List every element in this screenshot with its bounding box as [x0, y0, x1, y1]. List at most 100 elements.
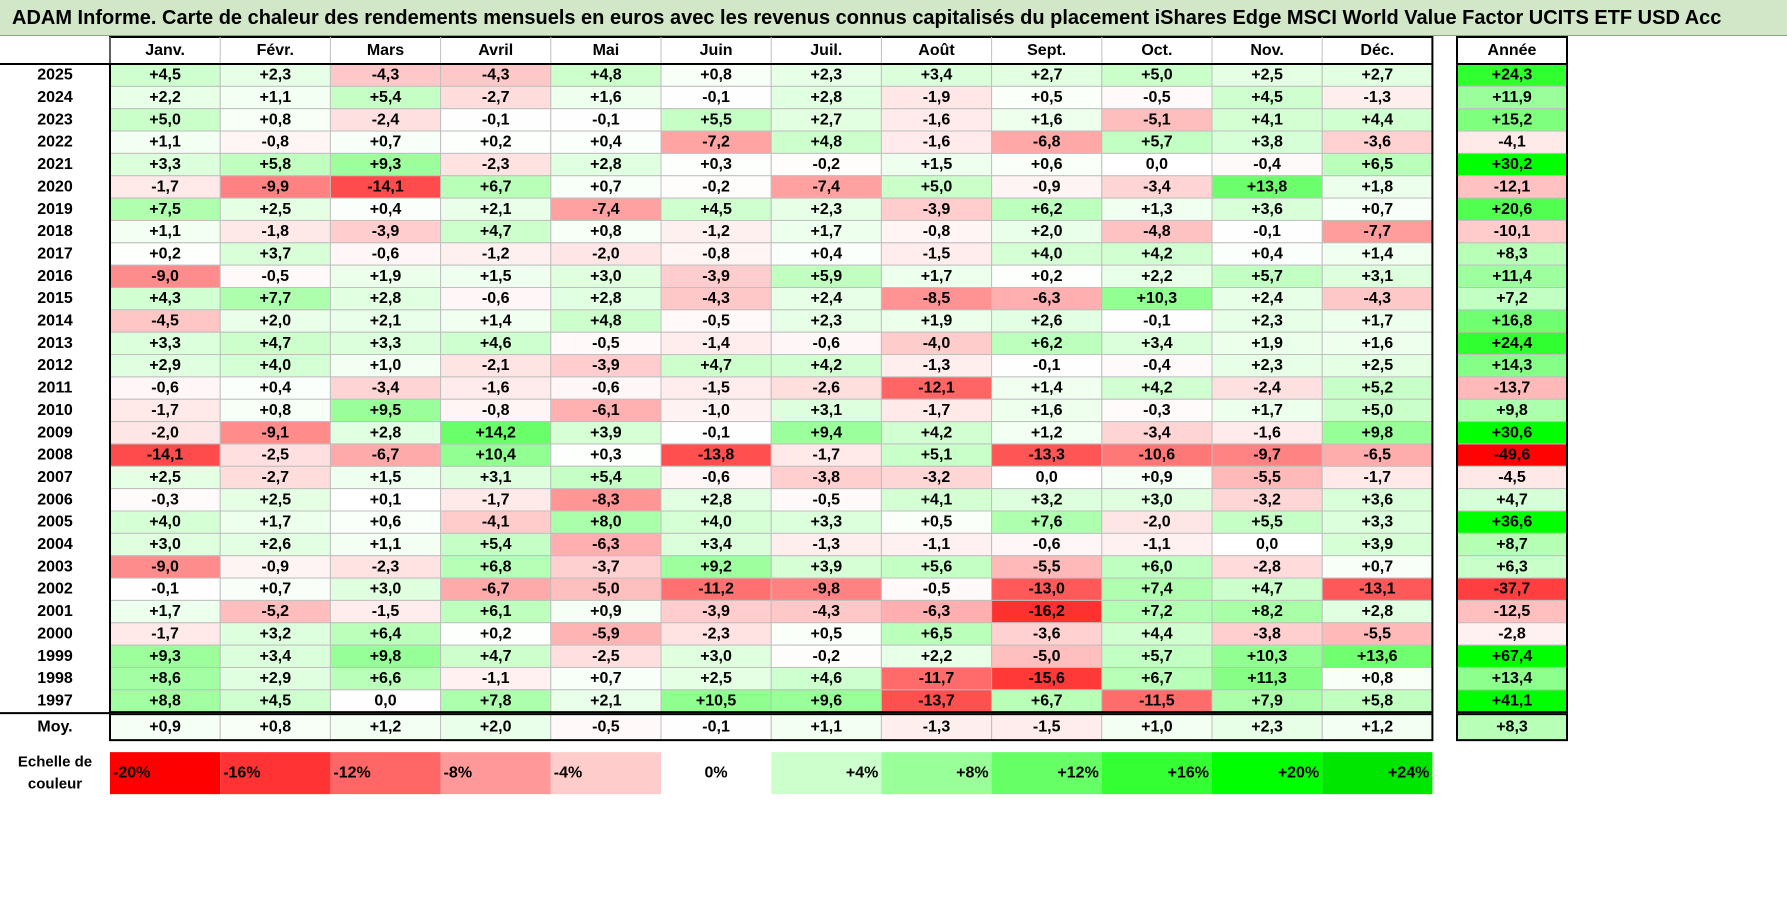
heat-value: +6,7: [1031, 692, 1063, 709]
year-label: 2001: [37, 603, 73, 620]
heat-value: +2,8: [370, 424, 402, 441]
heat-value: -6,3: [1033, 290, 1061, 307]
annual-value: +20,6: [1492, 201, 1533, 218]
heat-value: +2,5: [149, 469, 181, 486]
annual-value: -37,7: [1494, 581, 1531, 598]
scale-tick-label: -20%: [113, 765, 150, 782]
year-label: 1999: [37, 648, 73, 665]
year-label: 2016: [37, 268, 73, 285]
scale-swatch: [220, 752, 331, 795]
heat-value: 0,0: [1146, 156, 1168, 173]
heat-value: +1,7: [921, 268, 953, 285]
average-value: +1,0: [1141, 719, 1173, 736]
heat-value: +6,1: [480, 603, 512, 620]
heat-value: +5,1: [921, 447, 953, 464]
heat-value: -1,3: [923, 357, 951, 374]
heat-value: -0,8: [262, 134, 290, 151]
heat-value: +4,7: [480, 648, 512, 665]
heat-value: +3,3: [370, 335, 402, 352]
year-label: 2009: [37, 424, 73, 441]
heat-value: -4,5: [151, 313, 179, 330]
heat-value: +14,2: [475, 424, 516, 441]
heat-value: +3,3: [149, 335, 181, 352]
heat-value: -5,2: [262, 603, 290, 620]
average-value: +1,1: [811, 719, 843, 736]
heat-value: -14,1: [367, 178, 404, 195]
heat-value: -0,6: [592, 380, 620, 397]
heat-value: +3,7: [260, 245, 292, 262]
heat-value: +5,5: [700, 111, 732, 128]
annual-value: +7,2: [1496, 290, 1528, 307]
heat-value: -0,8: [482, 402, 510, 419]
heat-value: -8,3: [592, 491, 620, 508]
heat-value: +13,8: [1247, 178, 1288, 195]
heat-value: +2,1: [370, 313, 402, 330]
heat-value: +7,4: [1141, 581, 1173, 598]
year-label: 2004: [37, 536, 73, 553]
average-value: +2,0: [480, 719, 512, 736]
heat-value: +2,3: [260, 67, 292, 84]
heat-value: -3,6: [1364, 134, 1392, 151]
heat-value: +4,0: [260, 357, 292, 374]
month-header: Oct.: [1141, 42, 1172, 59]
year-label: 2012: [37, 357, 73, 374]
heat-value: +0,3: [590, 447, 622, 464]
scale-swatch: [110, 752, 221, 795]
heat-value: +4,2: [921, 424, 953, 441]
heatmap-frame: [109, 63, 1434, 714]
year-label: 2008: [37, 447, 73, 464]
heat-value: +4,7: [700, 357, 732, 374]
heat-value: -6,8: [1033, 134, 1061, 151]
heat-value: -4,1: [482, 514, 510, 531]
heat-value: -13,7: [918, 692, 955, 709]
average-value: -0,1: [702, 719, 730, 736]
heat-value: +4,2: [1141, 380, 1173, 397]
heat-value: +2,2: [149, 89, 181, 106]
heat-value: +9,3: [149, 648, 181, 665]
heat-value: -9,0: [151, 558, 179, 575]
heat-value: -6,7: [372, 447, 400, 464]
annual-value: +6,3: [1496, 558, 1528, 575]
heat-value: +3,8: [1251, 134, 1283, 151]
heat-value: -1,6: [1253, 424, 1281, 441]
heat-value: +7,7: [260, 290, 292, 307]
scale-swatch: [550, 752, 661, 795]
heat-value: +1,2: [1031, 424, 1063, 441]
heat-value: +8,8: [149, 692, 181, 709]
heat-value: +4,5: [149, 67, 181, 84]
scale-tick-label: 0%: [705, 765, 728, 782]
year-label: 2023: [37, 111, 73, 128]
heat-value: -0,1: [702, 424, 730, 441]
heat-value: -0,6: [151, 380, 179, 397]
month-header: Mai: [593, 42, 620, 59]
heat-value: +7,8: [480, 692, 512, 709]
annual-value: -12,1: [1494, 178, 1531, 195]
heat-value: +5,0: [149, 111, 181, 128]
heat-value: -5,0: [592, 581, 620, 598]
heat-value: +2,5: [1362, 357, 1394, 374]
heat-value: +2,3: [1251, 313, 1283, 330]
heat-value: +5,0: [921, 178, 953, 195]
heat-value: -0,5: [1143, 89, 1171, 106]
heat-value: -0,9: [262, 558, 290, 575]
heat-value: -3,2: [923, 469, 951, 486]
average-frame: [109, 713, 1434, 742]
heat-value: +5,7: [1251, 268, 1283, 285]
annual-value: +14,3: [1492, 357, 1533, 374]
heat-value: -3,9: [702, 603, 730, 620]
heat-value: +0,9: [1141, 469, 1173, 486]
heat-value: +1,7: [1251, 402, 1283, 419]
annual-value: -49,6: [1494, 447, 1531, 464]
heat-value: +0,7: [590, 178, 622, 195]
average-cell: [440, 713, 552, 741]
heat-value: +0,4: [590, 134, 622, 151]
annual-header-cell: [1456, 36, 1568, 65]
heat-value: +5,2: [1362, 380, 1394, 397]
heat-value: +2,5: [260, 491, 292, 508]
year-label: 2003: [37, 558, 73, 575]
year-label: 1998: [37, 670, 73, 687]
heat-value: -0,1: [592, 111, 620, 128]
heat-value: +0,7: [1362, 201, 1394, 218]
scale-label: Echelle de: [18, 754, 92, 771]
heat-value: +3,9: [811, 558, 843, 575]
